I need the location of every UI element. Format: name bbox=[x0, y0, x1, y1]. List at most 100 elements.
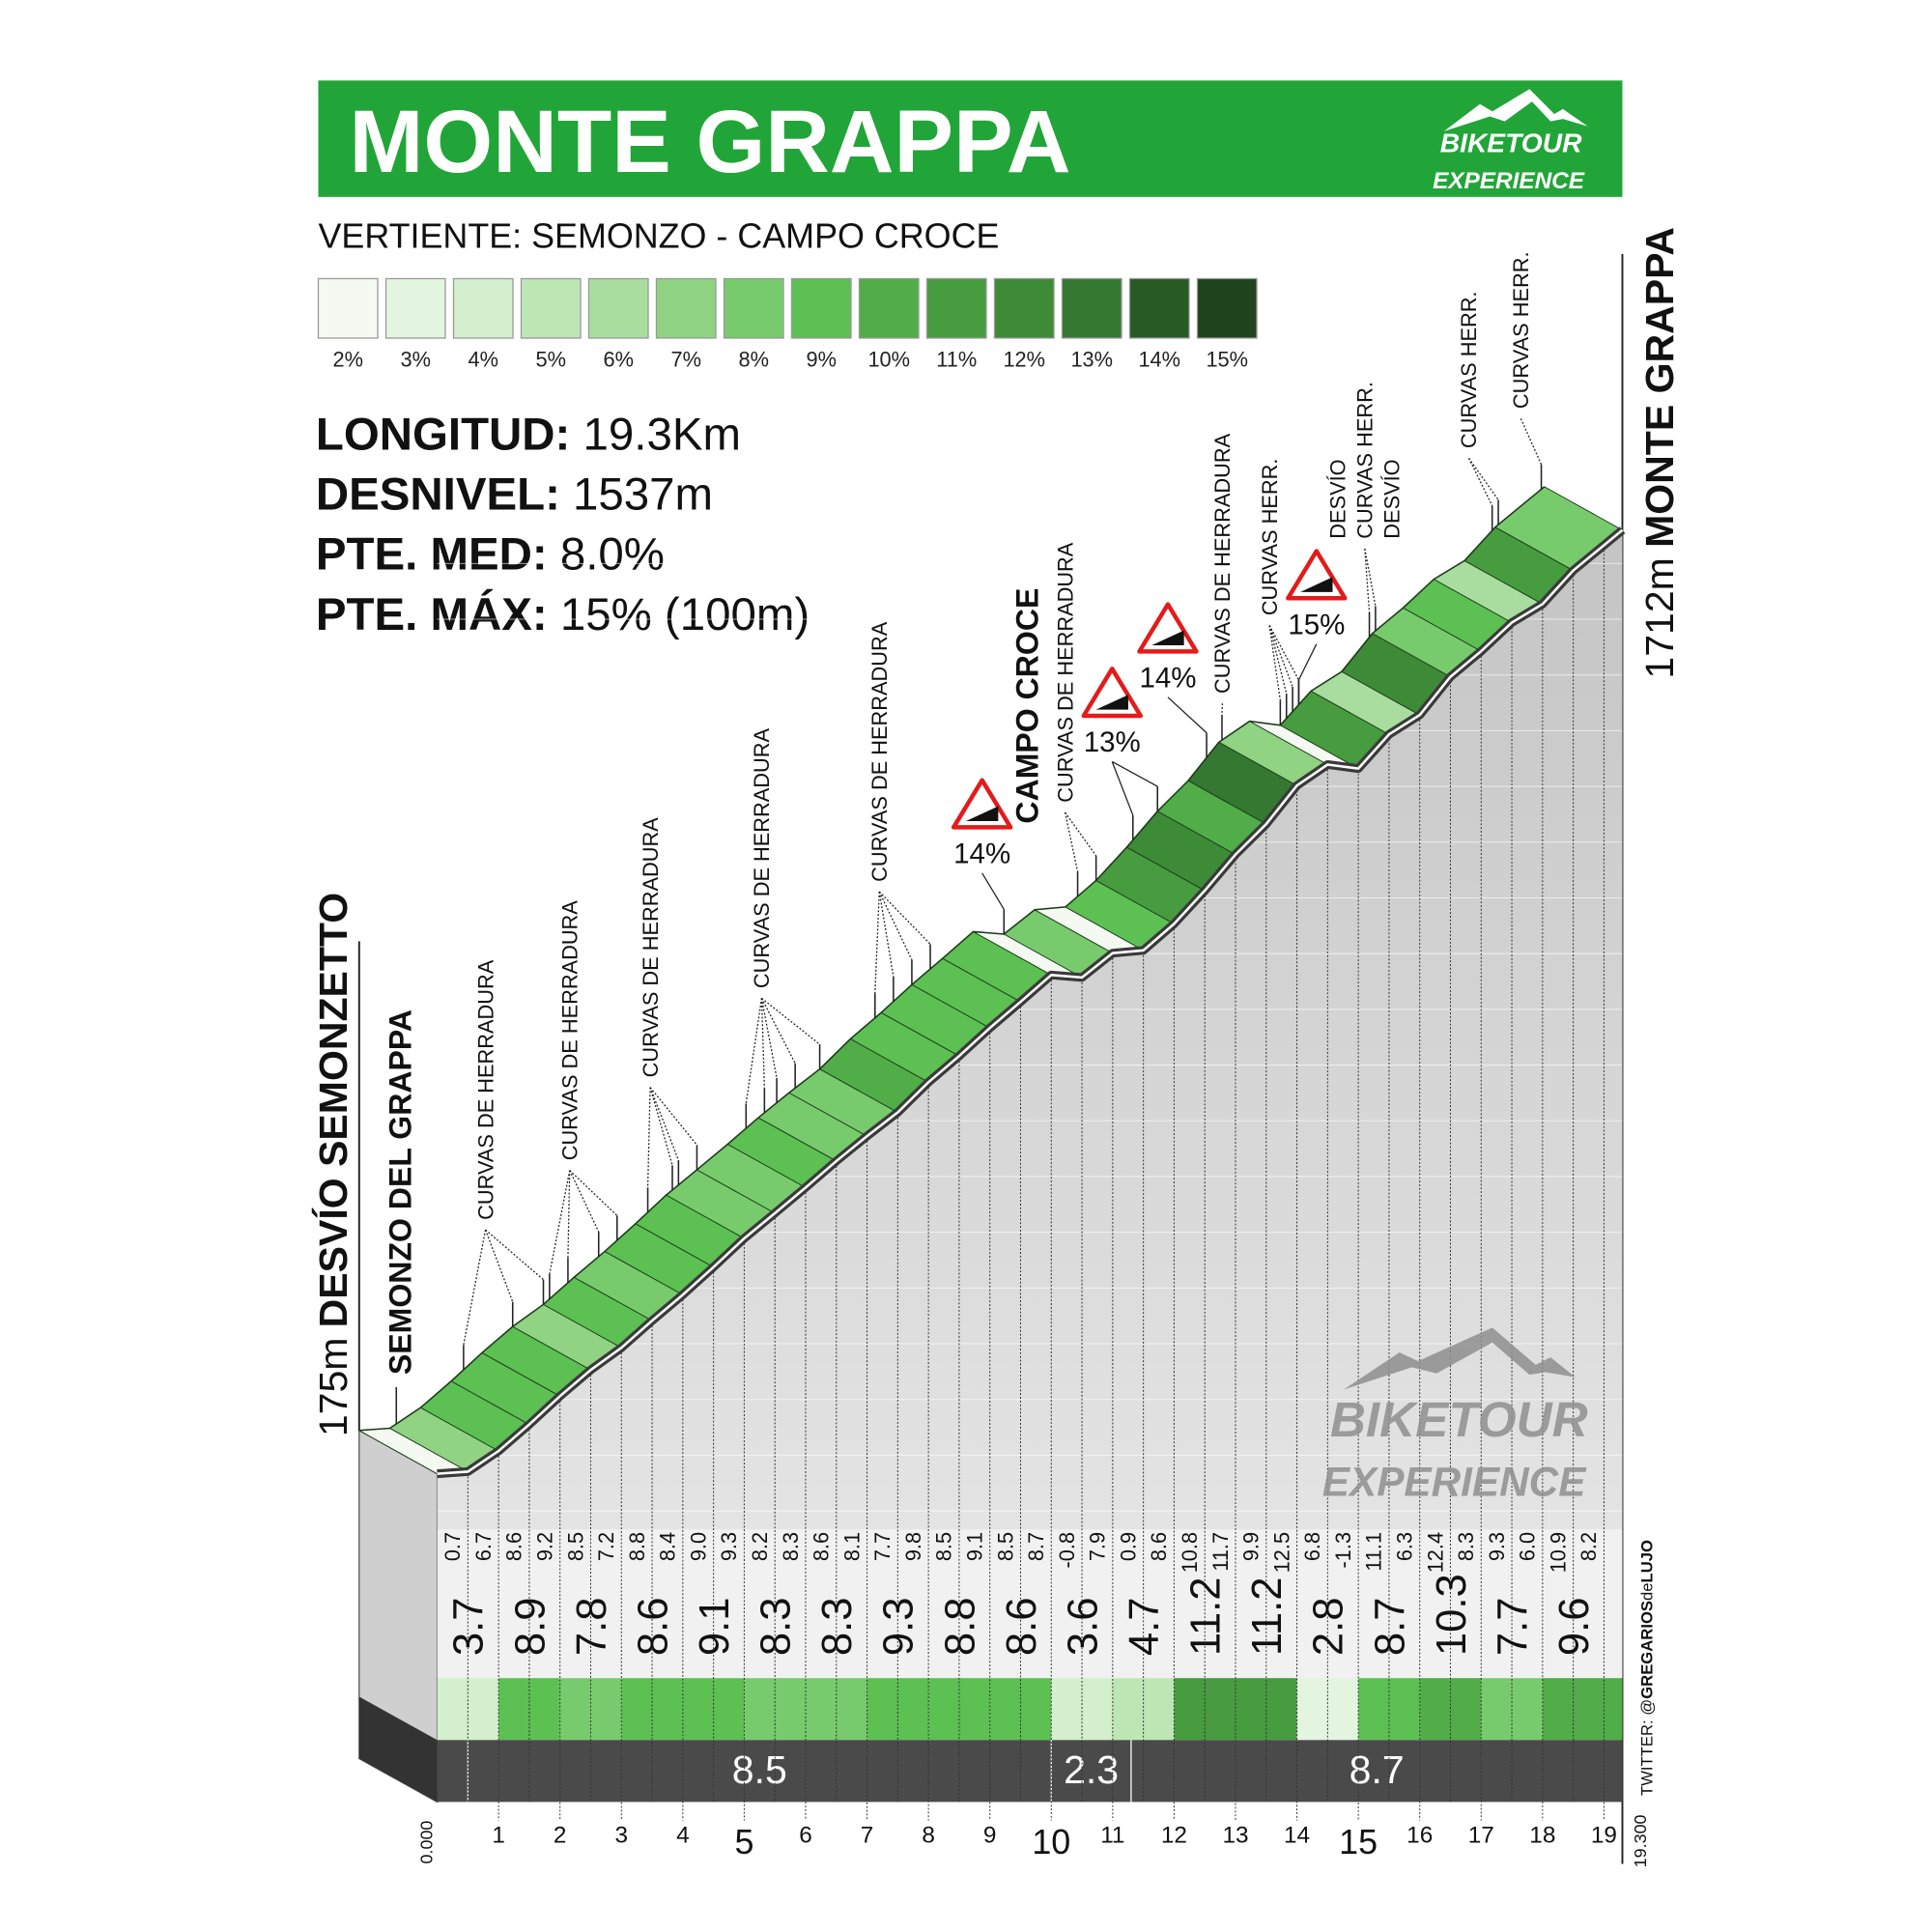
start-name: DESVÍO SEMONZETTO bbox=[311, 893, 355, 1327]
x-tick-label: 12 bbox=[1161, 1823, 1187, 1849]
biketour-logo: BIKETOUR EXPERIENCE bbox=[1433, 89, 1588, 194]
annotation-leader bbox=[569, 1170, 600, 1233]
half-km-gradient: 9.3 bbox=[717, 1532, 741, 1561]
x-tick-label: 11 bbox=[1100, 1823, 1124, 1849]
annotation-leader bbox=[1167, 696, 1208, 734]
km-average-gradient: 3.7 bbox=[446, 1598, 493, 1657]
annotation-leader bbox=[1364, 548, 1377, 607]
annotation-label: CURVAS DE HERRADURA bbox=[639, 817, 663, 1078]
legend-label: 4% bbox=[469, 347, 498, 371]
half-km-gradient: 9.0 bbox=[686, 1532, 710, 1561]
half-km-gradient: 11.1 bbox=[1362, 1532, 1386, 1572]
section-bar: 8.5 2.3 8.7 bbox=[437, 1740, 1623, 1803]
half-km-gradient: 6.0 bbox=[1516, 1532, 1540, 1561]
legend-label: 15% bbox=[1206, 347, 1248, 371]
annotation: CURVAS HERR. bbox=[1258, 459, 1300, 725]
half-km-gradient: 8.8 bbox=[625, 1532, 649, 1561]
watermark-text-2: EXPERIENCE bbox=[1322, 1460, 1587, 1505]
legend-swatch bbox=[993, 277, 1055, 339]
watermark-logo: BIKETOUR EXPERIENCE bbox=[1322, 1327, 1588, 1505]
gradient-numbers: 3.7 0.7 6.7 8.9 8.6 9.2 7.8 8.5 7.2 8.6 8.8 8.4 9.1 9… bbox=[440, 1532, 1601, 1656]
km-average-gradient: 10.3 bbox=[1429, 1574, 1475, 1656]
legend-swatch bbox=[925, 277, 987, 339]
half-km-gradient: 8.6 bbox=[1147, 1532, 1171, 1561]
steep-gradient-sign-icon bbox=[1137, 602, 1199, 654]
legend-label: 9% bbox=[807, 347, 837, 371]
annotation: CURVAS DE HERRADURA bbox=[745, 728, 821, 1129]
annotation-leader bbox=[1111, 760, 1158, 787]
annotation: CURVAS DE HERRADURA bbox=[1053, 542, 1097, 896]
annotation-leader bbox=[463, 1229, 487, 1346]
half-km-gradient: 8.5 bbox=[932, 1532, 956, 1561]
pass-label: CAMPO CROCE bbox=[1009, 588, 1044, 824]
half-km-gradient: 9.8 bbox=[901, 1532, 925, 1561]
annotation-leader bbox=[1467, 457, 1499, 500]
legend-label: 11% bbox=[936, 347, 977, 371]
annotation-leader bbox=[878, 891, 913, 960]
x-tick-label: 14 bbox=[1284, 1823, 1310, 1849]
stat-line: PTE. MÁX: 15% (100m) bbox=[316, 588, 810, 640]
annotation-leader bbox=[484, 1229, 514, 1302]
km-average-gradient: 11.2 bbox=[1183, 1577, 1230, 1657]
half-km-gradient: 8.6 bbox=[502, 1532, 526, 1561]
stat-value: 19.3Km bbox=[570, 409, 741, 460]
km-average-gradient: 8.9 bbox=[507, 1598, 554, 1657]
legend-label: 8% bbox=[739, 347, 769, 371]
finish-elevation: 1712m bbox=[1637, 557, 1682, 678]
start-town-label: SEMONZO DEL GRAPPA bbox=[384, 1009, 418, 1375]
credit-bold-2: LUJO bbox=[1637, 1540, 1656, 1582]
half-km-gradient: 6.8 bbox=[1300, 1532, 1324, 1561]
half-km-gradient: -1.3 bbox=[1331, 1532, 1355, 1569]
annotation: CURVAS DE HERRADURA bbox=[1210, 433, 1235, 741]
annotation-leader bbox=[1065, 811, 1097, 857]
stat-value: 1537m bbox=[560, 469, 713, 521]
half-km-gradient: 7.7 bbox=[870, 1532, 895, 1561]
km-average-gradient: 8.6 bbox=[630, 1598, 676, 1657]
legend-label: 10% bbox=[867, 347, 910, 371]
credit-mid: de bbox=[1637, 1582, 1656, 1601]
km-average-gradient: 9.3 bbox=[876, 1598, 923, 1657]
x-tick-label: 3 bbox=[615, 1823, 629, 1849]
sign-ramp bbox=[1095, 695, 1128, 710]
half-km-gradient: 8.3 bbox=[779, 1532, 803, 1561]
annotation-label: CURVAS HERR. bbox=[1457, 292, 1481, 449]
legend-label: 2% bbox=[333, 347, 363, 371]
section-average: 8.5 bbox=[732, 1747, 787, 1792]
half-km-gradient: 7.9 bbox=[1086, 1532, 1110, 1561]
annotation: CURVAS DE HERRADURA bbox=[549, 900, 618, 1299]
x-tick-label: 15 bbox=[1339, 1823, 1378, 1861]
annotation-leader bbox=[649, 1087, 697, 1146]
half-km-gradient: 9.1 bbox=[963, 1532, 987, 1561]
km-average-gradient: 8.3 bbox=[814, 1598, 861, 1657]
annotation-leader bbox=[760, 998, 778, 1079]
half-km-gradient: 8.1 bbox=[839, 1532, 864, 1561]
legend-swatch bbox=[520, 277, 582, 339]
km-average-gradient: 9.6 bbox=[1551, 1598, 1598, 1657]
x-tick-label: 5 bbox=[734, 1823, 753, 1861]
x-axis-ticks: 1 2 3 4 5 6 7 8 9 10 11 12 13 14 15 16 17 18 190.000 19.300 bbox=[416, 1814, 1649, 1867]
km-average-gradient: 8.3 bbox=[753, 1598, 800, 1657]
max-gradient-label: 15% bbox=[1288, 609, 1345, 640]
half-km-gradient: 8.2 bbox=[748, 1532, 772, 1561]
legend-swatch bbox=[452, 277, 514, 339]
annotation-label: CURVAS HERR. bbox=[1258, 459, 1282, 616]
km-average-gradient: 7.8 bbox=[569, 1598, 615, 1657]
annotation-label: CURVAS DE HERRADURA bbox=[1210, 433, 1235, 694]
annotation-leader bbox=[1268, 625, 1281, 701]
half-km-gradient: 6.3 bbox=[1393, 1532, 1417, 1561]
annotation-leader bbox=[1297, 643, 1318, 681]
stat-label: DESNIVEL: bbox=[316, 469, 560, 521]
max-gradient-label: 14% bbox=[1139, 663, 1196, 695]
half-km-gradient: 10.8 bbox=[1178, 1532, 1202, 1573]
distance-start: 0.000 bbox=[416, 1821, 436, 1864]
legend-swatch bbox=[1061, 277, 1122, 339]
steep-gradient-sign-icon bbox=[1286, 549, 1348, 601]
legend-label: 5% bbox=[536, 347, 566, 371]
x-tick-label: 6 bbox=[799, 1823, 812, 1849]
section-average: 2.3 bbox=[1064, 1747, 1119, 1792]
half-km-gradient: 8.5 bbox=[993, 1532, 1017, 1561]
annotation-leader bbox=[760, 998, 796, 1064]
annotation-leader bbox=[874, 892, 880, 994]
logo-text-1: BIKETOUR bbox=[1440, 128, 1582, 158]
annotation-leader bbox=[878, 891, 931, 945]
